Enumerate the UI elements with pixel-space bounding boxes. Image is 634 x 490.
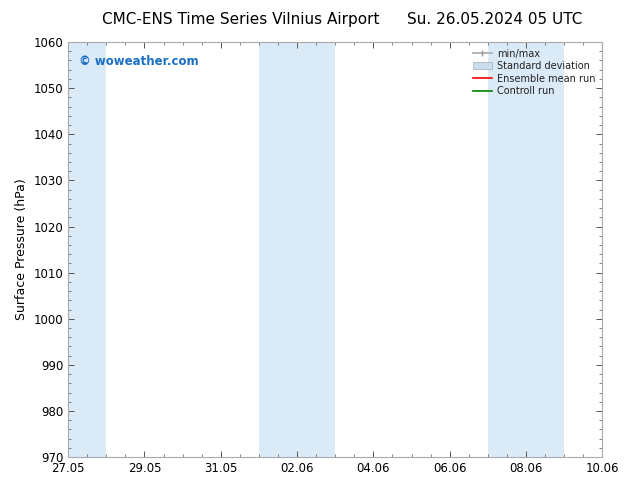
Text: Su. 26.05.2024 05 UTC: Su. 26.05.2024 05 UTC — [407, 12, 582, 27]
Bar — [68, 42, 107, 457]
Y-axis label: Surface Pressure (hPa): Surface Pressure (hPa) — [15, 179, 28, 320]
Text: © woweather.com: © woweather.com — [79, 54, 198, 68]
Legend: min/max, Standard deviation, Ensemble mean run, Controll run: min/max, Standard deviation, Ensemble me… — [470, 47, 597, 98]
Bar — [488, 42, 564, 457]
Text: CMC-ENS Time Series Vilnius Airport: CMC-ENS Time Series Vilnius Airport — [102, 12, 380, 27]
Bar — [259, 42, 335, 457]
